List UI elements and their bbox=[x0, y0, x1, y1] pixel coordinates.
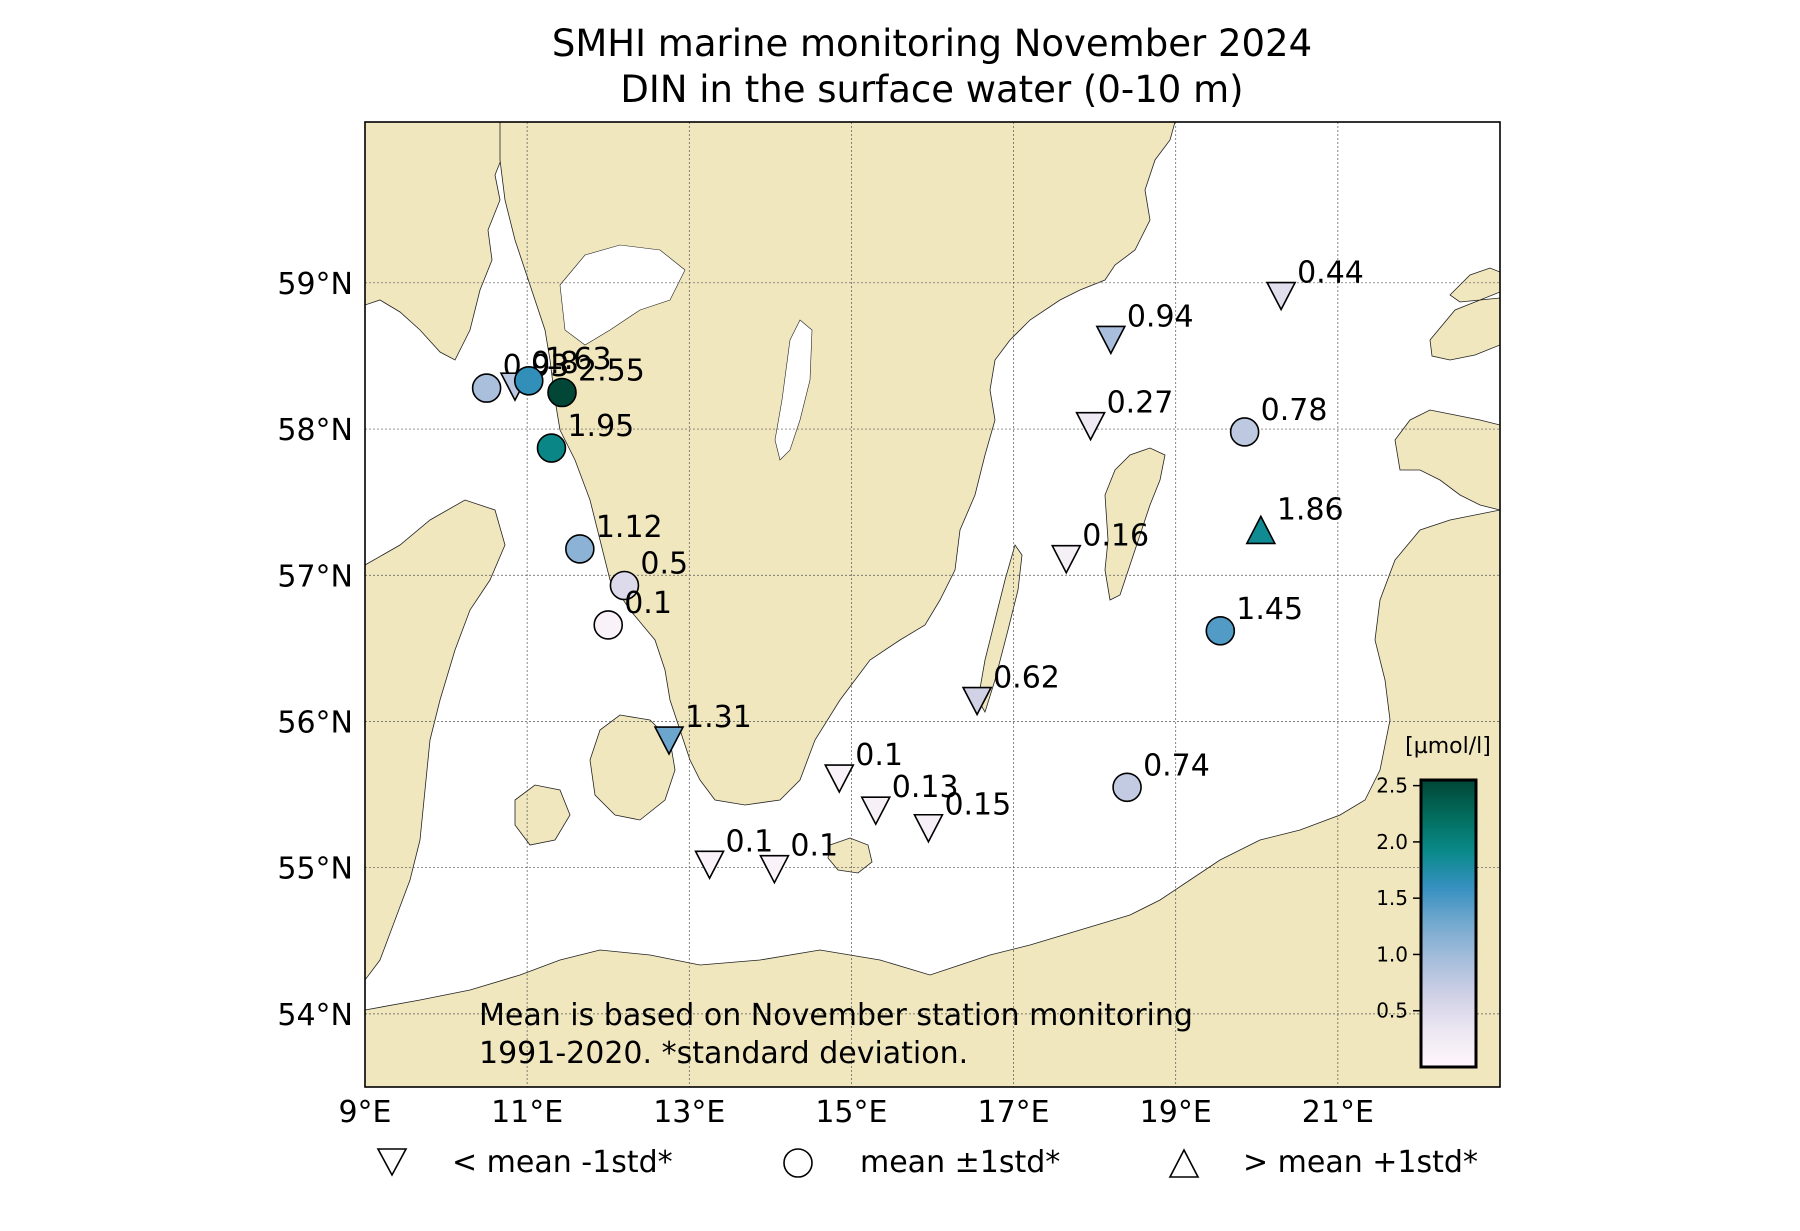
latitude-tick-label: 56°N bbox=[277, 705, 353, 740]
station-marker-triangle-down bbox=[1265, 281, 1297, 312]
colorbar-gradient bbox=[1419, 778, 1478, 1069]
land-south-coast bbox=[365, 509, 1500, 1087]
station-marker-circle bbox=[1229, 417, 1260, 447]
latitude-tick-label: 57°N bbox=[277, 559, 353, 594]
station-value-label: 0.15 bbox=[944, 788, 1011, 823]
longitude-tick-label: 9°E bbox=[338, 1095, 391, 1130]
station-value-label: 1.95 bbox=[567, 409, 634, 444]
land-baltics bbox=[1394, 409, 1500, 511]
latitude-tick-label: 59°N bbox=[277, 267, 353, 302]
station-marker-triangle-down bbox=[913, 813, 944, 844]
legend-triangle-down-icon bbox=[376, 1148, 408, 1177]
station-marker-triangle-up bbox=[1245, 514, 1277, 545]
longitude-labels: 9°E 11°E 13°E 15°E 17°E 19°E 21°E bbox=[338, 1095, 1373, 1130]
station-value-label: 0.1 bbox=[624, 586, 672, 621]
latitude-tick-label: 54°N bbox=[277, 998, 353, 1033]
station-marker-triangle-down bbox=[694, 850, 725, 881]
station-value-label: 1.86 bbox=[1277, 492, 1344, 527]
station-marker-triangle-down bbox=[823, 764, 855, 794]
station-value-label: 0.94 bbox=[1127, 299, 1194, 334]
station-value-label: 0.1 bbox=[726, 824, 774, 859]
station-value-label: 1.31 bbox=[685, 700, 752, 735]
station-value-label: 0.5 bbox=[640, 546, 688, 581]
station-value-label: 0.13 bbox=[892, 770, 959, 805]
station-marker-circle bbox=[1112, 772, 1142, 803]
marker-legend: < mean -1std* mean ±1std* > mean +1std* bbox=[376, 1145, 1478, 1180]
note-line-1: Mean is based on November station monito… bbox=[479, 998, 1193, 1033]
station-marker-circle bbox=[1205, 616, 1236, 646]
map-frame bbox=[364, 121, 1501, 1088]
station-marker-triangle-down bbox=[860, 796, 892, 826]
station-marker-triangle-down bbox=[759, 854, 790, 885]
longitude-tick-label: 21°E bbox=[1302, 1095, 1374, 1130]
colorbar-ticks: 0.5 1.0 1.5 2.0 2.5 bbox=[1376, 774, 1421, 1023]
station-value-label: 0.16 bbox=[1082, 519, 1149, 554]
latitude-labels: 54°N 55°N 56°N 57°N 58°N 59°N bbox=[277, 267, 353, 1033]
station-value-label: 2.55 bbox=[578, 353, 645, 388]
lake-vanern bbox=[559, 244, 686, 346]
station-marker-triangle-down bbox=[1095, 325, 1127, 356]
station-marker-circle bbox=[609, 570, 640, 601]
lakes-layer bbox=[559, 244, 813, 461]
station-value-label: 0.78 bbox=[1261, 393, 1328, 428]
station-marker-circle bbox=[593, 610, 624, 640]
station-value-label: 1.12 bbox=[596, 510, 663, 545]
longitude-tick-label: 17°E bbox=[978, 1095, 1050, 1130]
land-saaremaa bbox=[1429, 297, 1500, 361]
station-value-label: 0.44 bbox=[1297, 256, 1364, 291]
colorbar-unit: [µmol/l] bbox=[1405, 734, 1491, 759]
legend-label-above: > mean +1std* bbox=[1243, 1145, 1478, 1180]
lake-vattern bbox=[774, 319, 813, 461]
station-marker-triangle-down bbox=[653, 726, 685, 756]
colorbar: [µmol/l] 0.5 1.0 1.5 2.0 2.5 bbox=[1376, 734, 1491, 1069]
longitude-tick-label: 15°E bbox=[815, 1095, 887, 1130]
legend-circle-icon bbox=[783, 1148, 813, 1178]
graticule bbox=[365, 122, 1500, 1087]
station-value-label: 0.62 bbox=[993, 661, 1060, 696]
station-value-label: 1.45 bbox=[1236, 592, 1303, 627]
station-marker-circle bbox=[547, 377, 577, 408]
station-marker-circle bbox=[471, 373, 502, 403]
station-value-label: 0.1 bbox=[790, 829, 838, 864]
stations-layer: 0.930.81.632.551.951.120.50.11.310.1 0.10… bbox=[471, 256, 1364, 885]
legend-label-below: < mean -1std* bbox=[452, 1145, 673, 1180]
title-line-1: SMHI marine monitoring November 2024 bbox=[552, 22, 1312, 65]
land-hiiumaa bbox=[1449, 267, 1500, 303]
note-line-2: 1991-2020. *standard deviation. bbox=[479, 1036, 968, 1071]
station-value-label: 0.74 bbox=[1143, 748, 1210, 783]
colorbar-tick-label: 0.5 bbox=[1376, 999, 1408, 1023]
latitude-tick-label: 55°N bbox=[277, 852, 353, 887]
station-marker-triangle-down bbox=[961, 686, 993, 717]
station-marker-circle bbox=[536, 433, 567, 463]
longitude-tick-label: 11°E bbox=[491, 1095, 563, 1130]
title-line-2: DIN in the surface water (0-10 m) bbox=[620, 68, 1243, 111]
station-marker-triangle-down bbox=[1075, 411, 1106, 442]
legend-label-within: mean ±1std* bbox=[860, 1145, 1060, 1180]
station-value-label: 0.27 bbox=[1107, 386, 1174, 421]
station-marker-circle bbox=[565, 534, 595, 564]
station-marker-triangle-down bbox=[1050, 544, 1082, 575]
land-jutland bbox=[365, 499, 506, 981]
land-funen bbox=[514, 784, 571, 846]
colorbar-tick-label: 1.5 bbox=[1376, 886, 1408, 910]
latitude-tick-label: 58°N bbox=[277, 413, 353, 448]
colorbar-tick-label: 2.0 bbox=[1376, 830, 1408, 854]
station-marker-circle bbox=[513, 365, 544, 396]
longitude-tick-label: 19°E bbox=[1140, 1095, 1212, 1130]
longitude-tick-label: 13°E bbox=[653, 1095, 725, 1130]
land-zealand bbox=[589, 714, 676, 821]
land-oland bbox=[977, 544, 1023, 713]
legend-triangle-up-icon bbox=[1168, 1148, 1200, 1178]
colorbar-tick-label: 1.0 bbox=[1376, 942, 1408, 966]
colorbar-tick-label: 2.5 bbox=[1376, 774, 1408, 798]
station-value-label: 1.63 bbox=[545, 342, 612, 377]
station-value-label: 0.1 bbox=[855, 738, 903, 773]
